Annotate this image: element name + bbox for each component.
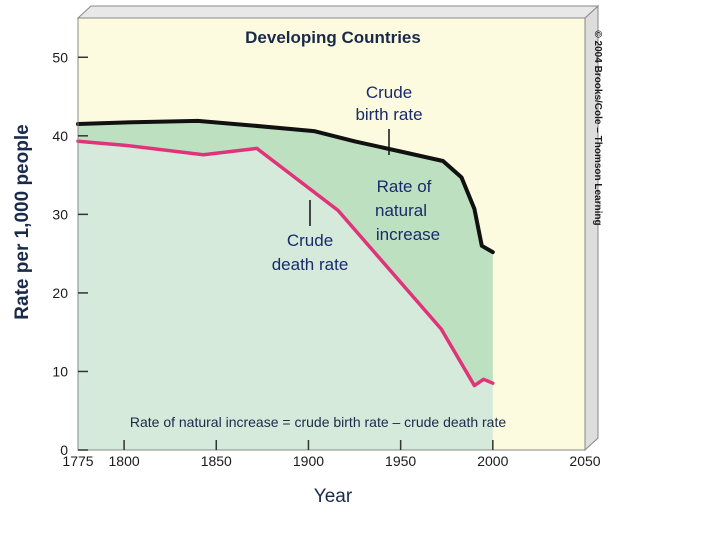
y-tick-label: 30	[52, 206, 68, 222]
x-tick-label: 1900	[293, 453, 324, 469]
x-tick-label: 1775	[62, 453, 93, 469]
x-ticks: 1775 1800 1850 1900 1950 2000 2050	[62, 440, 601, 469]
birth-rate-label-line2: birth rate	[355, 105, 422, 124]
y-tick-label: 10	[52, 363, 68, 379]
y-tick-label: 50	[52, 49, 68, 65]
copyright-credit: © 2004 Brooks/Cole – Thomson Learning	[592, 30, 603, 225]
y-tick-label: 40	[52, 128, 68, 144]
y-axis-label: Rate per 1,000 people	[12, 124, 33, 319]
death-rate-line	[76, 139, 495, 388]
x-tick-label: 1800	[109, 453, 140, 469]
birth-rate-label-line1: Crude	[366, 83, 412, 102]
x-tick-label: 1950	[385, 453, 416, 469]
x-tick-label: 2000	[477, 453, 508, 469]
x-axis-label: Year	[314, 486, 353, 507]
y-ticks: 0 10 20 30 40 50	[52, 49, 88, 458]
birth-rate-line	[76, 118, 495, 255]
rni-label-line1: Rate of	[377, 177, 432, 196]
death-rate-label-line2: death rate	[272, 255, 349, 274]
death-rate-area	[78, 141, 493, 451]
chart-title: Developing Countries	[245, 28, 421, 47]
death-rate-label-line1: Crude	[287, 231, 333, 250]
y-tick-label: 20	[52, 285, 68, 301]
formula-text: Rate of natural increase = crude birth r…	[130, 414, 506, 430]
rni-label-line3: increase	[376, 225, 440, 244]
rni-label-line2: natural	[375, 201, 427, 220]
natural-increase-area	[78, 120, 493, 386]
y-tick-label: 0	[60, 442, 68, 458]
panel-top-side	[76, 5, 600, 19]
x-tick-label: 2050	[569, 453, 600, 469]
x-tick-label: 1850	[201, 453, 232, 469]
